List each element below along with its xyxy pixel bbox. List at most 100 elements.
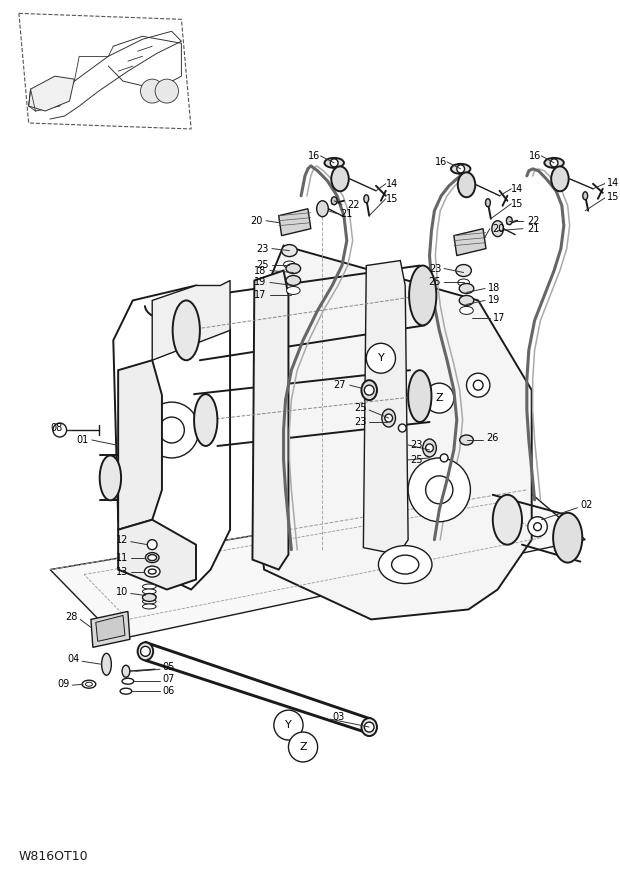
Ellipse shape: [102, 653, 112, 675]
Ellipse shape: [392, 555, 419, 574]
Text: 06: 06: [162, 686, 174, 696]
Ellipse shape: [143, 604, 156, 609]
Ellipse shape: [122, 665, 130, 677]
Ellipse shape: [409, 265, 436, 326]
Polygon shape: [50, 490, 585, 639]
Ellipse shape: [459, 435, 473, 445]
Text: 16: 16: [308, 151, 321, 161]
Polygon shape: [19, 13, 191, 129]
Ellipse shape: [143, 594, 156, 601]
Ellipse shape: [493, 495, 522, 545]
Text: 17: 17: [493, 313, 505, 323]
Text: 22: 22: [347, 200, 360, 210]
Polygon shape: [363, 260, 408, 554]
Text: 18: 18: [254, 265, 266, 276]
Text: 09: 09: [57, 679, 69, 689]
Text: 14: 14: [386, 179, 398, 189]
Text: 25: 25: [410, 455, 423, 465]
Ellipse shape: [146, 553, 159, 562]
Ellipse shape: [361, 718, 377, 736]
Ellipse shape: [583, 192, 588, 200]
Text: 17: 17: [254, 291, 266, 300]
Text: 18: 18: [488, 284, 500, 293]
Ellipse shape: [459, 295, 474, 306]
Circle shape: [440, 454, 448, 462]
Ellipse shape: [86, 682, 92, 686]
Text: 23: 23: [354, 417, 366, 427]
Circle shape: [426, 444, 433, 452]
Circle shape: [365, 722, 374, 732]
Text: 14: 14: [606, 178, 619, 188]
Text: 07: 07: [162, 674, 174, 684]
Ellipse shape: [331, 196, 337, 205]
Ellipse shape: [317, 201, 329, 217]
Circle shape: [53, 423, 66, 437]
Ellipse shape: [143, 599, 156, 604]
Ellipse shape: [148, 569, 156, 574]
Circle shape: [528, 517, 547, 537]
Circle shape: [408, 458, 471, 522]
Polygon shape: [118, 519, 196, 589]
Ellipse shape: [286, 286, 300, 294]
Text: 20: 20: [492, 223, 504, 234]
Text: 14: 14: [512, 184, 523, 194]
Text: 16: 16: [529, 151, 541, 161]
Polygon shape: [91, 611, 130, 647]
Polygon shape: [454, 229, 486, 256]
Circle shape: [141, 79, 164, 103]
Ellipse shape: [172, 300, 200, 361]
Ellipse shape: [485, 199, 490, 207]
Text: 10: 10: [116, 587, 128, 596]
Ellipse shape: [507, 217, 512, 224]
Text: 16: 16: [435, 157, 447, 167]
Text: 23: 23: [410, 440, 422, 450]
Text: 15: 15: [606, 192, 619, 202]
Ellipse shape: [286, 276, 301, 285]
Circle shape: [425, 383, 454, 413]
Circle shape: [159, 417, 184, 443]
Ellipse shape: [143, 584, 156, 589]
Ellipse shape: [382, 409, 396, 427]
Text: 22: 22: [527, 216, 539, 226]
Circle shape: [466, 373, 490, 397]
Text: 21: 21: [527, 223, 539, 234]
Ellipse shape: [553, 512, 582, 562]
Text: 19: 19: [254, 278, 266, 287]
Text: Z: Z: [435, 393, 443, 403]
Ellipse shape: [423, 439, 436, 457]
Circle shape: [426, 476, 453, 504]
Text: 26: 26: [486, 433, 498, 443]
Text: 15: 15: [512, 199, 524, 209]
Text: 28: 28: [65, 613, 78, 622]
Ellipse shape: [82, 680, 95, 688]
Text: 04: 04: [67, 654, 79, 664]
Ellipse shape: [544, 158, 564, 168]
Circle shape: [155, 79, 179, 103]
Ellipse shape: [100, 456, 121, 500]
Circle shape: [288, 732, 317, 762]
Ellipse shape: [408, 370, 432, 422]
Ellipse shape: [120, 688, 132, 694]
Text: 21: 21: [340, 209, 352, 219]
Ellipse shape: [459, 306, 473, 314]
Polygon shape: [29, 76, 74, 111]
Ellipse shape: [143, 589, 156, 594]
Ellipse shape: [331, 167, 349, 191]
Text: Y: Y: [378, 354, 384, 363]
Ellipse shape: [194, 394, 218, 446]
Text: 01: 01: [77, 435, 89, 445]
Text: 20: 20: [250, 216, 262, 226]
Circle shape: [550, 159, 558, 167]
Circle shape: [330, 159, 338, 167]
Ellipse shape: [458, 172, 476, 197]
Ellipse shape: [492, 221, 503, 237]
Text: 19: 19: [488, 295, 500, 306]
Text: 25: 25: [428, 278, 441, 287]
Circle shape: [534, 523, 541, 531]
Ellipse shape: [286, 264, 301, 273]
Ellipse shape: [324, 158, 344, 168]
Circle shape: [365, 385, 374, 395]
Ellipse shape: [551, 167, 569, 191]
Text: Z: Z: [299, 742, 307, 752]
Polygon shape: [153, 280, 230, 361]
